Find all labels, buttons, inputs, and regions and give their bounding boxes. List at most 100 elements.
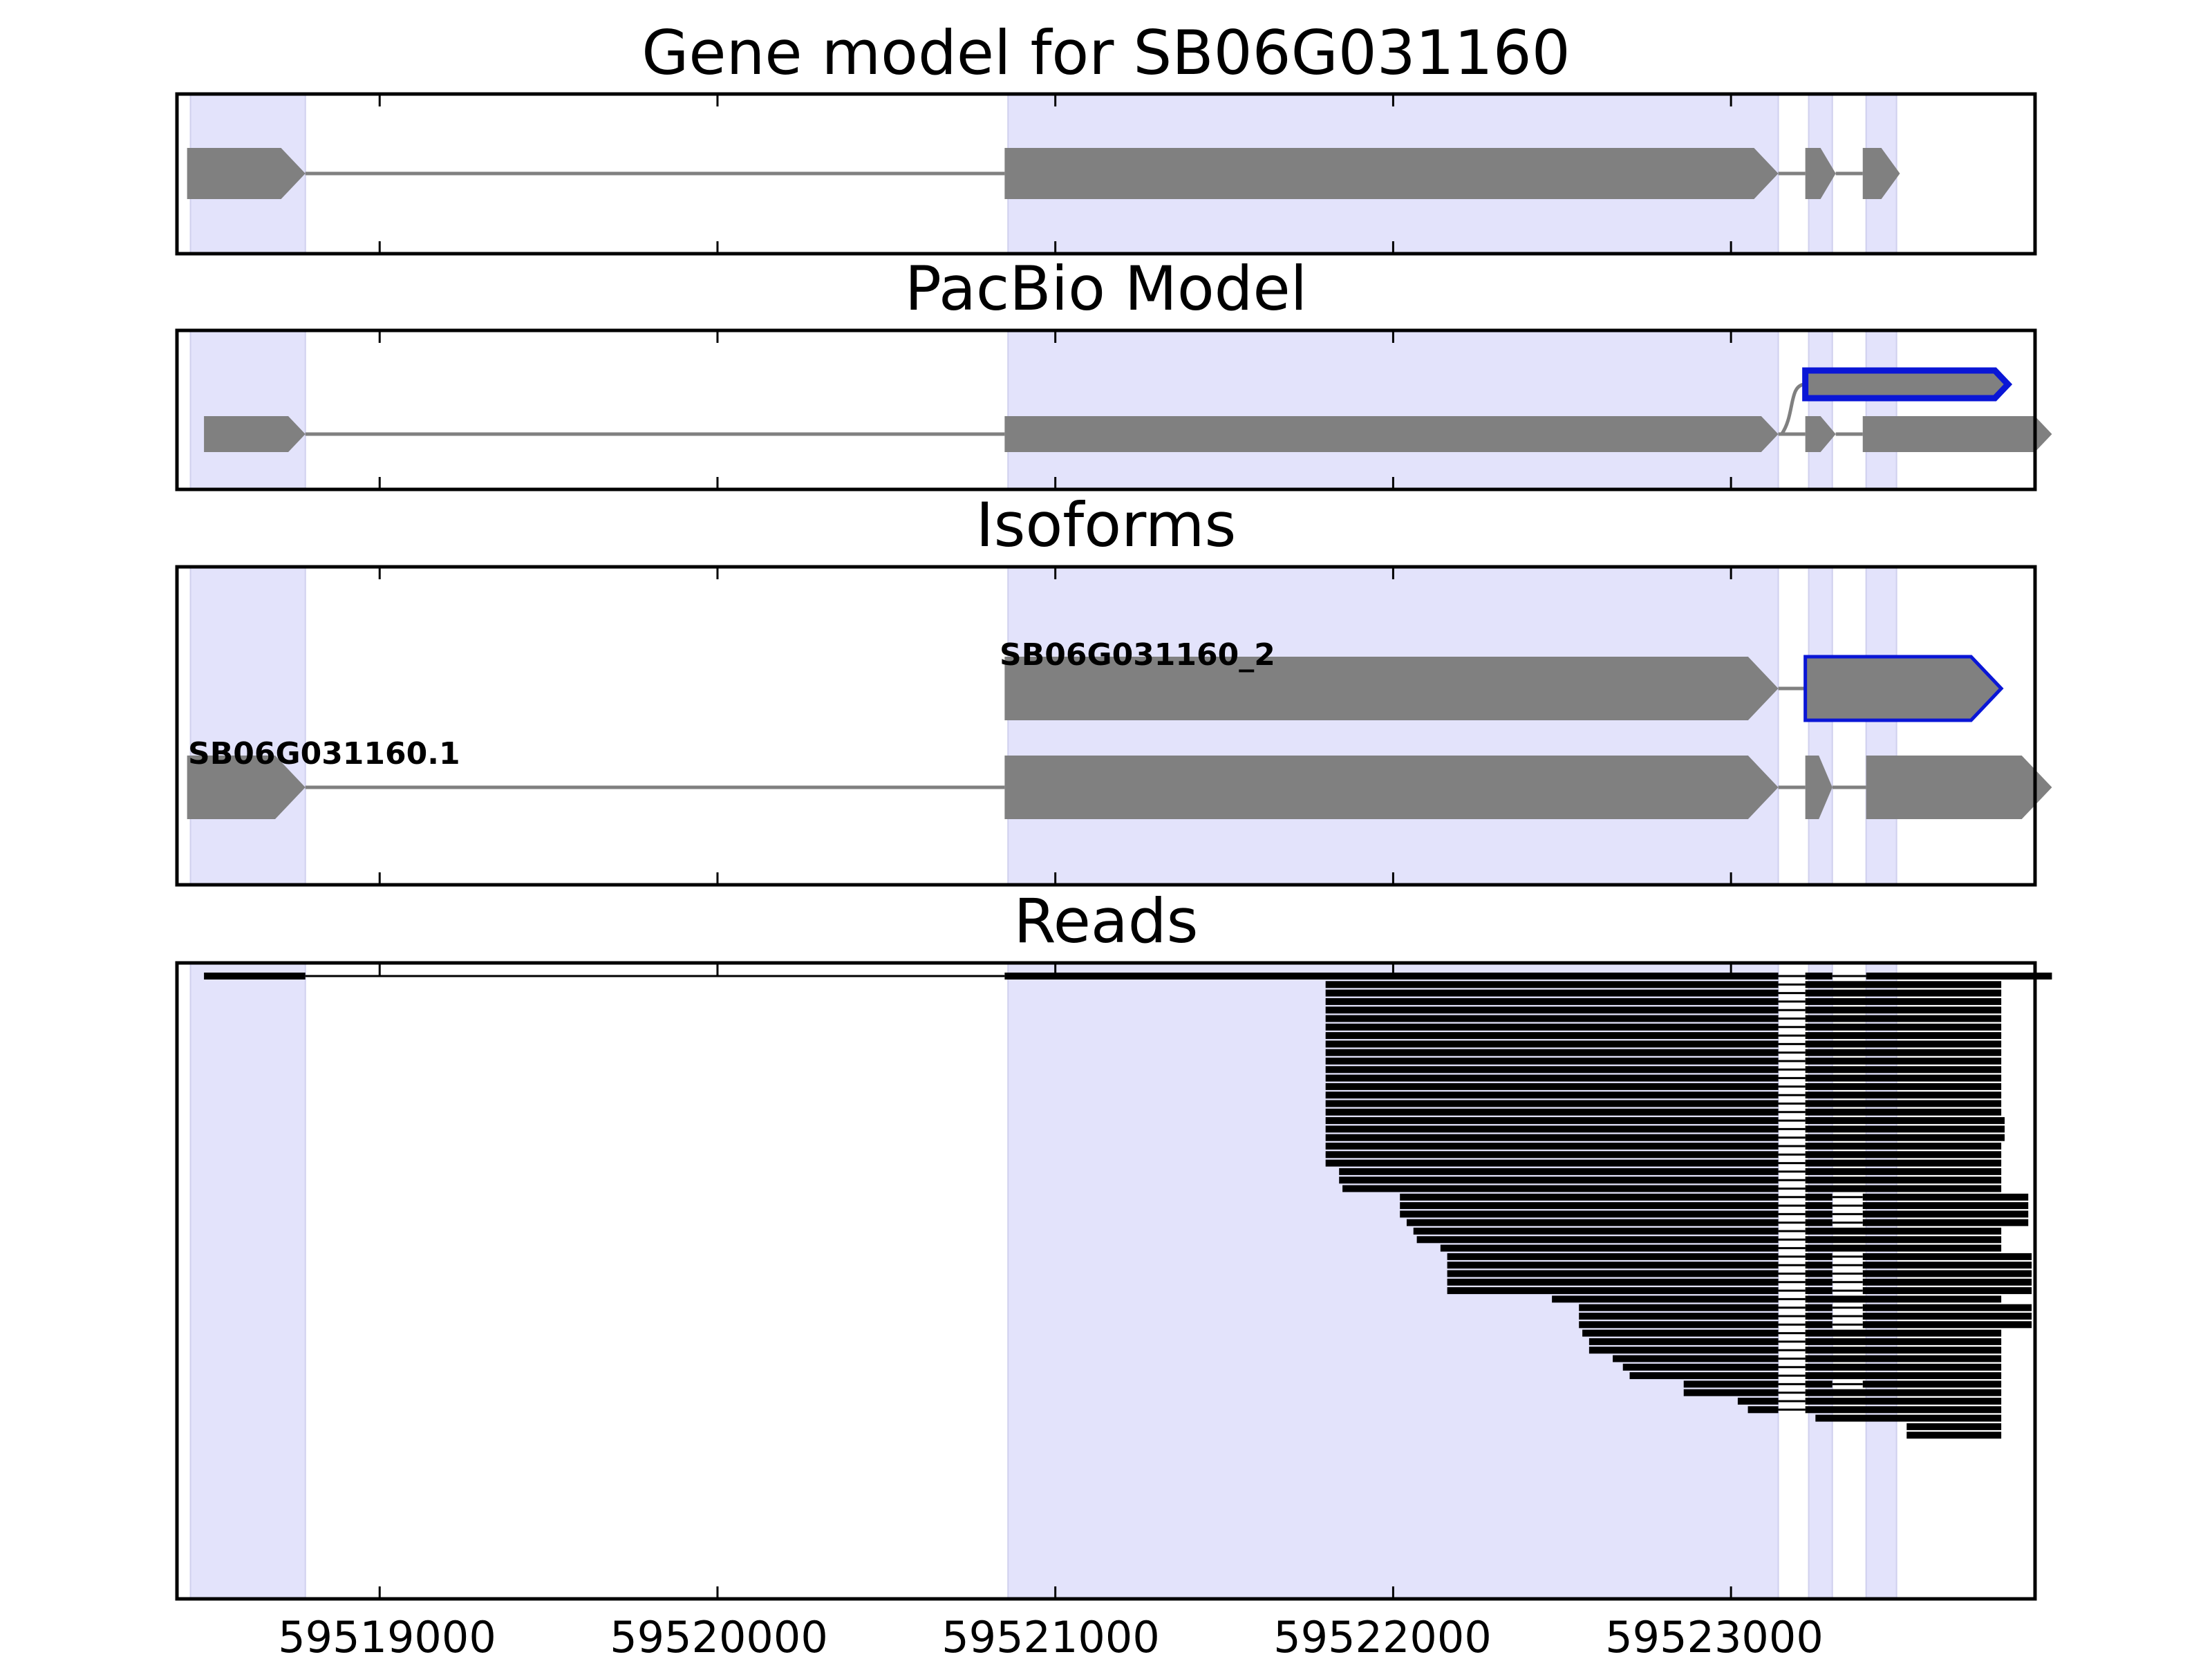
read-segment — [1413, 1228, 1779, 1235]
exon-block — [187, 148, 306, 199]
read-segment — [1325, 989, 1779, 997]
read-segment — [1683, 1389, 1779, 1396]
read-segment — [1805, 1244, 2002, 1252]
read-segment — [1325, 1091, 1779, 1099]
read-segment — [1805, 1168, 2002, 1175]
highlight-band — [1808, 330, 1833, 490]
read-segment — [1906, 1432, 2002, 1439]
read-segment — [1325, 1015, 1779, 1022]
read-segment — [1805, 1338, 2002, 1345]
read-segment — [1805, 1355, 2002, 1362]
read-segment — [1805, 1058, 2002, 1065]
read-segment — [1805, 1262, 1833, 1269]
read-segment — [1579, 1321, 1779, 1329]
read-segment — [1805, 1287, 1833, 1295]
read-segment — [1805, 1151, 2002, 1159]
read-segment — [1805, 1125, 2005, 1133]
isoform-label-2: SB06G031160_2 — [1000, 637, 1275, 673]
read-segment — [1622, 1363, 1779, 1371]
read-segment — [1342, 1185, 1779, 1192]
read-segment — [1339, 1177, 1779, 1184]
read-segment — [1747, 1406, 1779, 1414]
read-segment — [1325, 1006, 1779, 1014]
novel-junction-curve — [1780, 382, 1806, 435]
read-segment — [1588, 1347, 1779, 1354]
read-segment — [1737, 1398, 1779, 1405]
read-segment — [1447, 1262, 1779, 1269]
read-segment — [1683, 1380, 1779, 1388]
read-segment — [1805, 1023, 2002, 1031]
read-segment — [204, 973, 306, 980]
read-segment — [1805, 989, 2002, 997]
read-segment — [1805, 1363, 2002, 1371]
read-segment — [1325, 1134, 1779, 1141]
read-segment — [1805, 1143, 2002, 1150]
read-segment — [1325, 1032, 1779, 1040]
read-segment — [1629, 1372, 1779, 1380]
read-segment — [1325, 997, 1779, 1005]
read-segment — [1325, 1058, 1779, 1065]
x-tick-labels: 59519000 59520000 59521000 59522000 5952… — [278, 1612, 1824, 1659]
novel-exon-block — [1802, 367, 2013, 402]
exon-block — [1805, 756, 1833, 819]
read-segment — [1805, 1329, 2002, 1337]
x-tick-label: 59521000 — [941, 1612, 1160, 1659]
read-segment — [1400, 1210, 1779, 1218]
read-segment — [1805, 1321, 1833, 1329]
exon-block — [1862, 148, 1900, 199]
read-segment — [1805, 1108, 2002, 1116]
read-segment — [1325, 1143, 1779, 1150]
read-segment — [1805, 1270, 1833, 1277]
exon-block — [1862, 416, 2052, 452]
read-segment — [1325, 1151, 1779, 1159]
read-segment — [1447, 1278, 1779, 1286]
read-segment — [1805, 1134, 2005, 1141]
exon-block — [1805, 148, 1836, 199]
read-segment — [1805, 1313, 1833, 1320]
panel-frame — [175, 961, 2037, 1601]
highlight-band — [1808, 566, 1833, 885]
exon-block — [1004, 657, 1779, 720]
read-segment — [1447, 1287, 1779, 1295]
read-segment — [1004, 973, 1779, 980]
read-segment — [1325, 1108, 1779, 1116]
read-segment — [1805, 1082, 2002, 1090]
read-segment — [1862, 1193, 2029, 1201]
read-segment — [1805, 1347, 2002, 1354]
panel-frame — [175, 328, 2037, 491]
read-segment — [1805, 1389, 2002, 1396]
read-segment — [1862, 1219, 2029, 1226]
read-segment — [1400, 1193, 1779, 1201]
read-segment — [1325, 1159, 1779, 1167]
read-segment — [1805, 1049, 2002, 1056]
read-segment — [1805, 1228, 2002, 1235]
x-tick-label: 59522000 — [1273, 1612, 1492, 1659]
highlight-band — [1865, 566, 1897, 885]
exon-block — [187, 756, 306, 819]
read-segment — [1805, 973, 1833, 980]
read-segment — [1805, 1398, 2002, 1405]
read-segment — [1805, 1185, 2002, 1192]
read-segment — [1582, 1329, 1779, 1337]
feature-marks — [187, 148, 2052, 1439]
read-segment — [1805, 1304, 1833, 1311]
highlight-band — [189, 330, 306, 490]
read-segment — [1805, 1236, 2002, 1244]
read-segment — [1805, 1117, 2005, 1125]
read-segment — [1805, 1372, 2002, 1380]
read-segment — [1805, 1159, 2002, 1167]
read-segment — [1862, 1270, 2032, 1277]
read-segment — [1325, 1040, 1779, 1048]
panel-frame — [175, 565, 2037, 887]
read-segment — [1805, 1380, 1833, 1388]
read-segment — [1447, 1270, 1779, 1277]
panel-title-gene-model: Gene model for SB06G031160 — [641, 17, 1571, 88]
x-tick-label: 59523000 — [1605, 1612, 1824, 1659]
read-segment — [1400, 1202, 1779, 1210]
read-segment — [1552, 1295, 1779, 1303]
panel-title-pacbio-model: PacBio Model — [905, 253, 1307, 324]
read-segment — [1862, 1380, 2002, 1388]
read-segment — [1325, 1023, 1779, 1031]
read-segment — [1579, 1304, 1779, 1311]
